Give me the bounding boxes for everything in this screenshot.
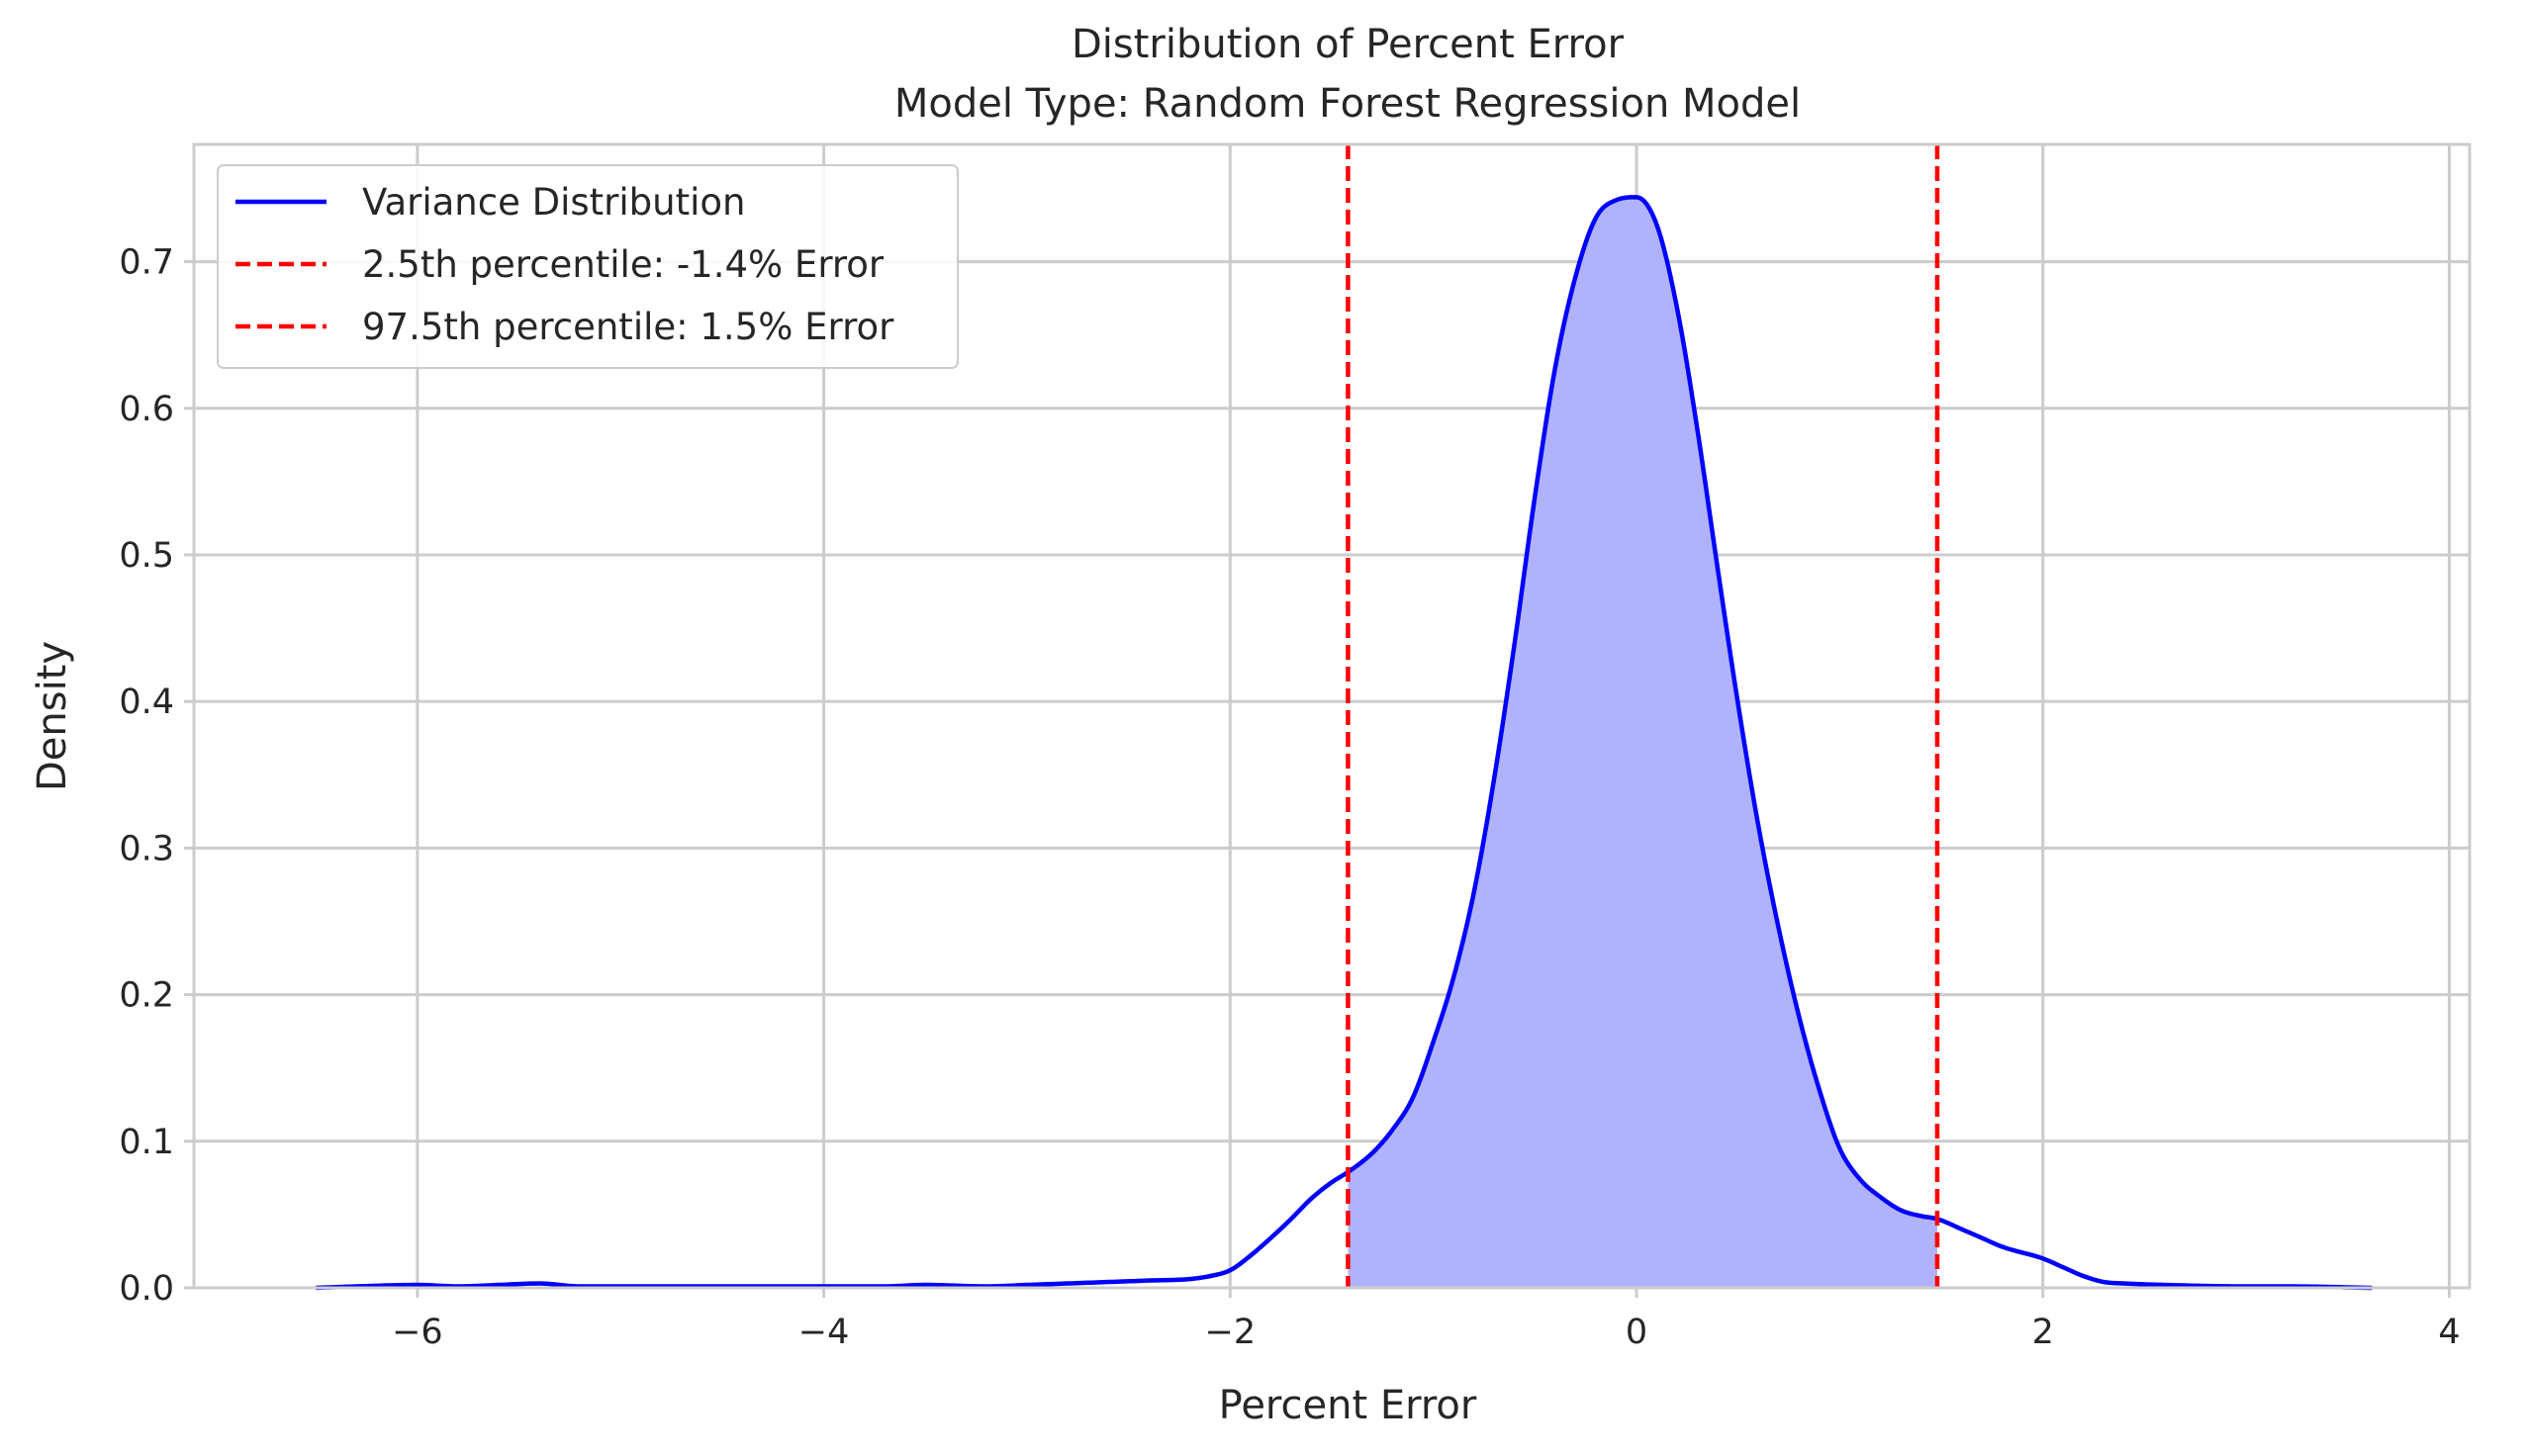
x-axis-label: Percent Error: [1219, 1383, 1477, 1428]
x-tick-label: −2: [1205, 1313, 1257, 1352]
plot-frame: [192, 142, 2472, 1290]
y-tick-label: 0.1: [119, 1123, 174, 1162]
x-tick-label: 2: [2032, 1313, 2054, 1352]
legend-items: Variance Distribution 2.5th percentile: -…: [235, 181, 894, 348]
legend-label: Variance Distribution: [362, 181, 745, 224]
y-tick-label: 0.6: [119, 390, 174, 429]
chart-title: Distribution of Percent Error: [1072, 22, 1625, 67]
density-fill-area: [1348, 197, 1937, 1289]
y-tick-label: 0.0: [119, 1269, 174, 1309]
legend-label: 97.5th percentile: 1.5% Error: [362, 306, 894, 348]
x-axis-ticks: −6 −4 −2 0 2 4: [392, 1288, 2461, 1352]
chart-subtitle: Model Type: Random Forest Regression Mod…: [894, 81, 1801, 127]
x-tick-label: −6: [392, 1313, 443, 1352]
legend-label: 2.5th percentile: -1.4% Error: [362, 243, 885, 286]
x-tick-label: 4: [2438, 1313, 2460, 1352]
y-tick-label: 0.2: [119, 976, 174, 1016]
x-tick-label: −4: [798, 1313, 850, 1352]
y-tick-label: 0.4: [119, 682, 174, 722]
legend: Variance Distribution 2.5th percentile: -…: [217, 164, 959, 369]
legend-box: [217, 164, 959, 369]
y-tick-label: 0.5: [119, 536, 174, 576]
y-tick-label: 0.3: [119, 829, 174, 868]
y-tick-label: 0.7: [119, 243, 174, 283]
x-tick-label: 0: [1626, 1313, 1647, 1352]
y-axis-label: Density: [30, 641, 75, 791]
density-fill: [1348, 197, 1937, 1289]
y-axis-ticks: 0.0 0.1 0.2 0.3 0.4 0.5 0.6 0.7: [119, 243, 194, 1309]
